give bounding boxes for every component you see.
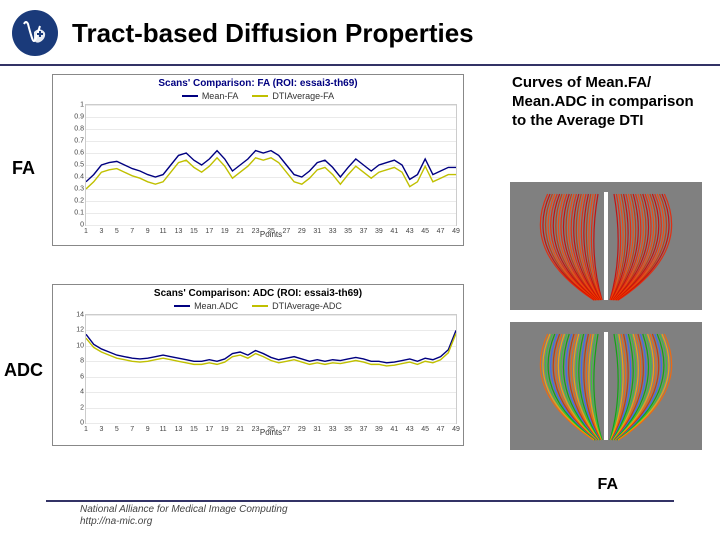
label-adc: ADC bbox=[4, 360, 43, 381]
page-title: Tract-based Diffusion Properties bbox=[72, 18, 474, 49]
legend-label: DTIAverage-ADC bbox=[272, 301, 342, 311]
legend-item: DTIAverage-ADC bbox=[252, 301, 342, 311]
legend-item: DTIAverage-FA bbox=[252, 91, 334, 101]
chart-fa: Scans' Comparison: FA (ROI: essai3-th69)… bbox=[52, 74, 464, 246]
legend-item: Mean-FA bbox=[182, 91, 239, 101]
footer-org: National Alliance for Medical Image Comp… bbox=[80, 504, 288, 516]
legend-item: Mean.ADC bbox=[174, 301, 238, 311]
logo-icon bbox=[12, 10, 58, 56]
chart-fa-title: Scans' Comparison: FA (ROI: essai3-th69) bbox=[53, 75, 463, 90]
content: FA Scans' Comparison: FA (ROI: essai3-th… bbox=[0, 66, 720, 506]
right-caption: Curves of Mean.FA/ Mean.ADC in compariso… bbox=[512, 74, 702, 130]
footer: National Alliance for Medical Image Comp… bbox=[80, 504, 288, 528]
thumb-label-fa: FA bbox=[598, 476, 618, 494]
legend-label: Mean.ADC bbox=[194, 301, 238, 311]
footer-divider bbox=[46, 500, 674, 502]
chart-adc-title: Scans' Comparison: ADC (ROI: essai3-th69… bbox=[53, 285, 463, 300]
header: Tract-based Diffusion Properties bbox=[0, 0, 720, 66]
chart-fa-plot: Points 00.10.20.30.40.50.60.70.80.911357… bbox=[85, 104, 457, 226]
footer-url: http://na-mic.org bbox=[80, 516, 288, 528]
chart-fa-legend: Mean-FA DTIAverage-FA bbox=[53, 90, 463, 104]
thumbnail-tract-bottom bbox=[510, 322, 702, 450]
legend-label: DTIAverage-FA bbox=[272, 91, 334, 101]
legend-label: Mean-FA bbox=[202, 91, 239, 101]
chart-adc: Scans' Comparison: ADC (ROI: essai3-th69… bbox=[52, 284, 464, 446]
label-fa: FA bbox=[12, 158, 35, 179]
caption-text: Curves of Mean.FA/ Mean.ADC in compariso… bbox=[512, 74, 702, 130]
chart-adc-legend: Mean.ADC DTIAverage-ADC bbox=[53, 300, 463, 314]
thumbnail-tract-top bbox=[510, 182, 702, 310]
chart-adc-plot: Points 024681012141357911131517192123252… bbox=[85, 314, 457, 424]
